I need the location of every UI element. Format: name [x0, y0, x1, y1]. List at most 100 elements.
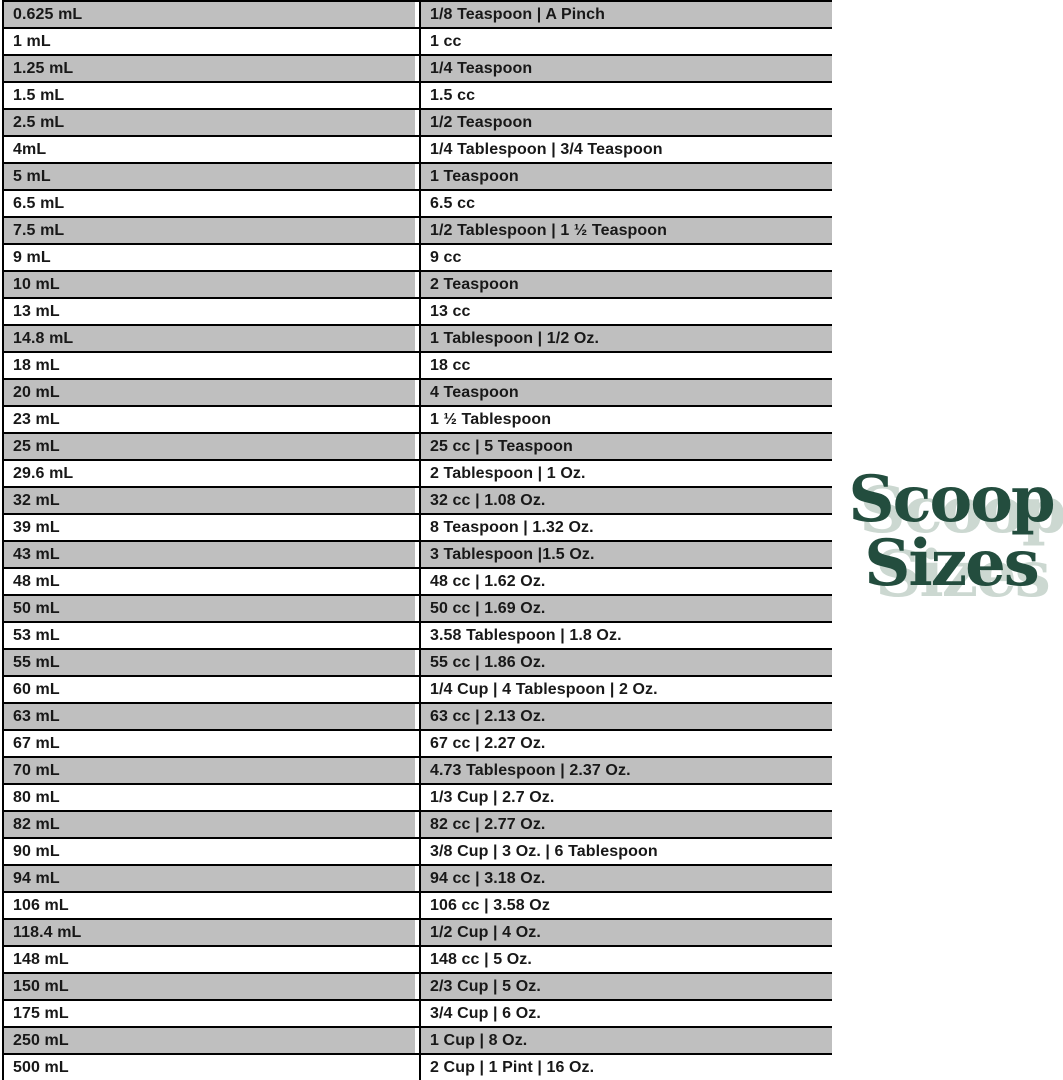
cell-gap: [415, 56, 419, 81]
table-row: 10 mL 2 Teaspoon: [4, 272, 832, 299]
column-divider: [419, 650, 421, 675]
ml-cell: 0.625 mL: [4, 2, 415, 27]
conversion-cell: 1 cc: [430, 32, 462, 50]
column-divider: [419, 1028, 421, 1053]
cell-gap: [415, 353, 419, 378]
column-divider: [419, 245, 421, 270]
cell-gap: [415, 110, 419, 135]
cell-gap: [415, 596, 419, 621]
table-row: 43 mL 3 Tablespoon |1.5 Oz.: [4, 542, 832, 569]
column-divider: [419, 164, 421, 189]
ml-cell: 39 mL: [13, 518, 60, 536]
table-row: 39 mL 8 Teaspoon | 1.32 Oz.: [4, 515, 832, 542]
column-divider: [419, 434, 421, 459]
scoop-size-conversion-table: 0.625 mL 1/8 Teaspoon | A Pinch 1 mL 1 c…: [2, 0, 832, 1080]
conversion-cell: 94 cc | 3.18 Oz.: [421, 866, 832, 891]
table-row: 7.5 mL 1/2 Tablespoon | 1 ½ Teaspoon: [4, 218, 832, 245]
cell-gap: [415, 218, 419, 243]
ml-cell: 4mL: [13, 140, 47, 158]
ml-cell: 9 mL: [13, 248, 51, 266]
conversion-cell: 1/4 Tablespoon | 3/4 Teaspoon: [430, 140, 663, 158]
table-row: 63 mL 63 cc | 2.13 Oz.: [4, 704, 832, 731]
table-row: 175 mL 3/4 Cup | 6 Oz.: [4, 1001, 832, 1028]
column-divider: [419, 947, 421, 972]
ml-cell: 18 mL: [13, 356, 60, 374]
cell-gap: [415, 704, 419, 729]
ml-cell: 90 mL: [13, 842, 60, 860]
cell-gap: [415, 2, 419, 27]
conversion-cell: 1 Tablespoon | 1/2 Oz.: [421, 326, 832, 351]
table-row: 82 mL 82 cc | 2.77 Oz.: [4, 812, 832, 839]
cell-gap: [415, 137, 419, 162]
cell-gap: [415, 326, 419, 351]
cell-gap: [415, 650, 419, 675]
column-divider: [419, 677, 421, 702]
column-divider: [419, 272, 421, 297]
table-row: 48 mL 48 cc | 1.62 Oz.: [4, 569, 832, 596]
conversion-cell: 50 cc | 1.69 Oz.: [421, 596, 832, 621]
ml-cell: 10 mL: [4, 272, 415, 297]
table-row: 1.5 mL 1.5 cc: [4, 83, 832, 110]
ml-cell: 67 mL: [13, 734, 60, 752]
table-row: 80 mL 1/3 Cup | 2.7 Oz.: [4, 785, 832, 812]
conversion-cell: 1/2 Teaspoon: [421, 110, 832, 135]
table-row: 250 mL 1 Cup | 8 Oz.: [4, 1028, 832, 1055]
cell-gap: [415, 245, 419, 270]
column-divider: [419, 110, 421, 135]
conversion-cell: 148 cc | 5 Oz.: [430, 950, 532, 968]
logo-line-sizes: Sizes: [864, 526, 1040, 601]
conversion-cell: 2 Teaspoon: [421, 272, 832, 297]
table-row: 0.625 mL 1/8 Teaspoon | A Pinch: [4, 2, 832, 29]
table-row: 148 mL 148 cc | 5 Oz.: [4, 947, 832, 974]
ml-cell: 1.5 mL: [13, 86, 65, 104]
table-row: 4mL 1/4 Tablespoon | 3/4 Teaspoon: [4, 137, 832, 164]
table-row: 106 mL 106 cc | 3.58 Oz: [4, 893, 832, 920]
cell-gap: [415, 866, 419, 891]
ml-cell: 48 mL: [13, 572, 60, 590]
ml-cell: 2.5 mL: [4, 110, 415, 135]
table-row: 13 mL 13 cc: [4, 299, 832, 326]
column-divider: [419, 407, 421, 432]
column-divider: [419, 380, 421, 405]
column-divider: [419, 515, 421, 540]
ml-cell: 23 mL: [13, 410, 60, 428]
conversion-cell: 18 cc: [430, 356, 471, 374]
cell-gap: [415, 812, 419, 837]
table-row: 67 mL 67 cc | 2.27 Oz.: [4, 731, 832, 758]
table-row: 1 mL 1 cc: [4, 29, 832, 56]
column-divider: [419, 731, 421, 756]
cell-gap: [415, 434, 419, 459]
conversion-cell: 8 Teaspoon | 1.32 Oz.: [430, 518, 594, 536]
table-row: 20 mL 4 Teaspoon: [4, 380, 832, 407]
table-row: 25 mL 25 cc | 5 Teaspoon: [4, 434, 832, 461]
conversion-cell: 25 cc | 5 Teaspoon: [421, 434, 832, 459]
ml-cell: 50 mL: [4, 596, 415, 621]
table-row: 90 mL 3/8 Cup | 3 Oz. | 6 Tablespoon: [4, 839, 832, 866]
conversion-cell: 2 Cup | 1 Pint | 16 Oz.: [430, 1058, 595, 1076]
conversion-cell: 3 Tablespoon |1.5 Oz.: [421, 542, 832, 567]
column-divider: [419, 812, 421, 837]
cell-gap: [415, 488, 419, 513]
cell-gap: [415, 272, 419, 297]
column-divider: [419, 623, 421, 648]
conversion-cell: 82 cc | 2.77 Oz.: [421, 812, 832, 837]
column-divider: [419, 1055, 421, 1080]
table-row: 2.5 mL 1/2 Teaspoon: [4, 110, 832, 137]
table-row: 118.4 mL 1/2 Cup | 4 Oz.: [4, 920, 832, 947]
ml-cell: 60 mL: [13, 680, 60, 698]
ml-cell: 106 mL: [13, 896, 69, 914]
ml-cell: 150 mL: [4, 974, 415, 999]
cell-gap: [415, 920, 419, 945]
column-divider: [419, 2, 421, 27]
table-row: 6.5 mL 6.5 cc: [4, 191, 832, 218]
ml-cell: 14.8 mL: [4, 326, 415, 351]
conversion-cell: 3/4 Cup | 6 Oz.: [430, 1004, 541, 1022]
conversion-cell: 1 ½ Tablespoon: [430, 410, 552, 428]
table-row: 53 mL 3.58 Tablespoon | 1.8 Oz.: [4, 623, 832, 650]
column-divider: [419, 191, 421, 216]
cell-gap: [415, 785, 419, 810]
ml-cell: 29.6 mL: [13, 464, 74, 482]
table-row: 18 mL 18 cc: [4, 353, 832, 380]
column-divider: [419, 569, 421, 594]
cell-gap: [415, 569, 419, 594]
